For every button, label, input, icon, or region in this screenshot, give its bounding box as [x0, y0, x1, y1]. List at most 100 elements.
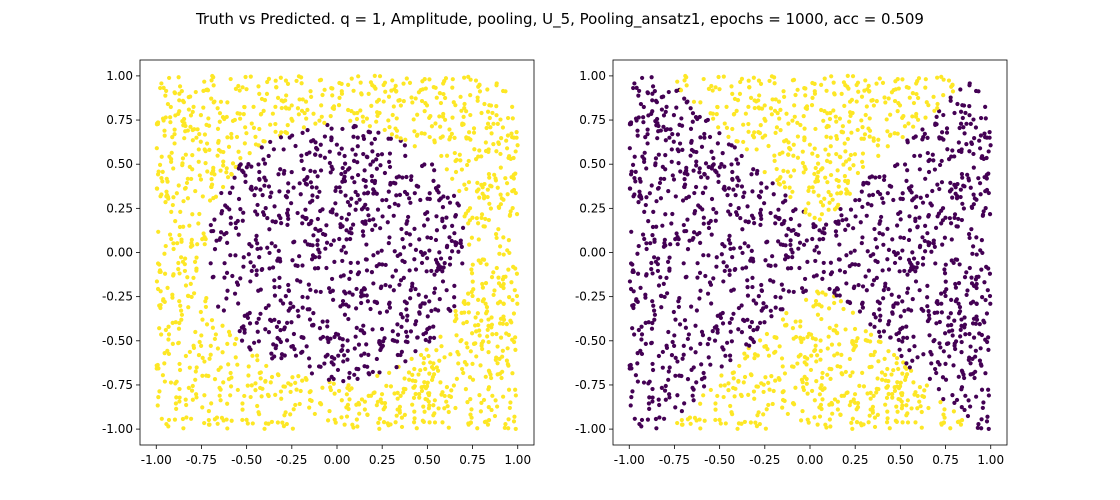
truth-point-class-1	[265, 392, 271, 397]
truth-scatter-panel: -1.00 -0.75 -0.50 -0.25 0.00 0.25 0.50 0.75 1.00…	[102, 59, 535, 467]
predicted-point-class-0	[697, 270, 703, 275]
truth-point-class-1	[479, 182, 484, 187]
predicted-point-class-1	[886, 349, 891, 354]
predicted-point-class-0	[829, 270, 835, 275]
truth-point-class-0	[432, 168, 437, 173]
predicted-point-class-1	[818, 199, 824, 205]
predicted-point-class-1	[808, 367, 814, 373]
truth-point-class-0	[349, 196, 354, 201]
truth-point-class-1	[438, 334, 443, 339]
predicted-point-class-0	[953, 346, 958, 352]
predicted-point-class-0	[669, 221, 674, 226]
truth-point-class-1	[450, 85, 455, 90]
predicted-point-class-0	[723, 353, 728, 358]
truth-point-class-0	[248, 186, 253, 191]
predicted-point-class-1	[698, 100, 703, 105]
predicted-point-class-0	[727, 233, 732, 239]
predicted-point-class-1	[675, 79, 680, 84]
predicted-point-class-1	[718, 383, 723, 388]
truth-point-class-0	[343, 302, 349, 307]
truth-point-class-1	[175, 241, 180, 246]
predicted-point-class-1	[825, 372, 830, 377]
truth-point-class-1	[480, 281, 485, 287]
truth-point-class-0	[335, 367, 341, 373]
truth-point-class-1	[184, 402, 189, 408]
truth-point-class-1	[166, 337, 171, 342]
truth-point-class-1	[489, 325, 494, 330]
predicted-point-class-0	[740, 227, 745, 232]
truth-point-class-1	[344, 405, 349, 410]
predicted-point-class-1	[763, 375, 768, 380]
predicted-point-class-0	[981, 209, 986, 214]
truth-point-class-0	[407, 232, 412, 237]
predicted-point-class-0	[974, 235, 979, 240]
truth-point-class-1	[159, 416, 164, 421]
predicted-point-class-1	[847, 157, 852, 162]
truth-point-class-1	[414, 426, 419, 431]
truth-point-class-1	[329, 86, 334, 91]
truth-point-class-0	[277, 189, 282, 194]
truth-point-class-0	[241, 264, 246, 269]
truth-point-class-0	[330, 210, 335, 215]
truth-point-class-1	[381, 407, 386, 412]
predicted-point-class-1	[759, 381, 764, 386]
predicted-point-class-0	[706, 355, 711, 360]
predicted-point-class-1	[766, 402, 771, 408]
predicted-point-class-0	[759, 282, 764, 288]
predicted-point-class-0	[938, 162, 943, 168]
predicted-point-class-0	[955, 181, 960, 187]
predicted-point-class-1	[752, 356, 757, 361]
truth-point-class-1	[166, 417, 172, 423]
truth-point-class-1	[199, 333, 204, 338]
truth-point-class-1	[211, 83, 216, 88]
truth-point-class-0	[342, 179, 348, 184]
predicted-point-class-0	[859, 240, 864, 246]
truth-point-class-1	[481, 196, 487, 201]
predicted-point-class-0	[867, 193, 872, 198]
predicted-point-class-0	[919, 306, 924, 312]
truth-point-class-0	[387, 305, 393, 310]
truth-point-class-0	[225, 240, 230, 245]
predicted-point-class-1	[861, 384, 867, 389]
truth-point-class-1	[441, 91, 446, 97]
truth-point-class-1	[220, 184, 226, 190]
predicted-point-class-1	[716, 125, 721, 130]
predicted-point-class-1	[804, 376, 809, 382]
truth-point-class-0	[212, 217, 217, 222]
predicted-point-class-0	[954, 224, 959, 229]
predicted-point-class-0	[698, 135, 703, 140]
predicted-point-class-1	[850, 416, 855, 421]
predicted-point-class-0	[926, 313, 932, 318]
predicted-point-class-1	[748, 95, 754, 101]
truth-point-class-1	[165, 285, 170, 291]
truth-point-class-0	[374, 300, 380, 306]
predicted-point-class-1	[738, 392, 744, 397]
truth-point-class-0	[286, 288, 291, 293]
predicted-point-class-0	[975, 425, 980, 430]
predicted-point-class-0	[878, 313, 883, 318]
truth-point-class-0	[408, 242, 413, 247]
predicted-point-class-1	[891, 352, 897, 358]
truth-point-class-1	[499, 375, 504, 381]
truth-point-class-1	[457, 188, 462, 194]
truth-point-class-0	[325, 122, 330, 128]
truth-point-class-0	[320, 207, 325, 212]
truth-point-class-0	[368, 162, 373, 167]
predicted-point-class-1	[895, 409, 900, 414]
predicted-point-class-0	[961, 206, 966, 211]
truth-point-class-1	[170, 292, 175, 297]
predicted-point-class-0	[824, 222, 829, 227]
truth-point-class-1	[197, 132, 202, 137]
truth-point-class-1	[264, 91, 270, 96]
predicted-point-class-0	[953, 281, 958, 287]
truth-point-class-1	[432, 140, 437, 145]
truth-point-class-0	[398, 252, 403, 257]
predicted-point-class-1	[874, 390, 879, 395]
truth-point-class-1	[236, 83, 241, 89]
truth-point-class-0	[261, 157, 266, 162]
predicted-point-class-0	[729, 339, 734, 344]
predicted-point-class-1	[868, 396, 873, 401]
predicted-point-class-0	[907, 228, 913, 233]
truth-point-class-1	[429, 124, 435, 129]
predicted-point-class-1	[905, 398, 910, 403]
